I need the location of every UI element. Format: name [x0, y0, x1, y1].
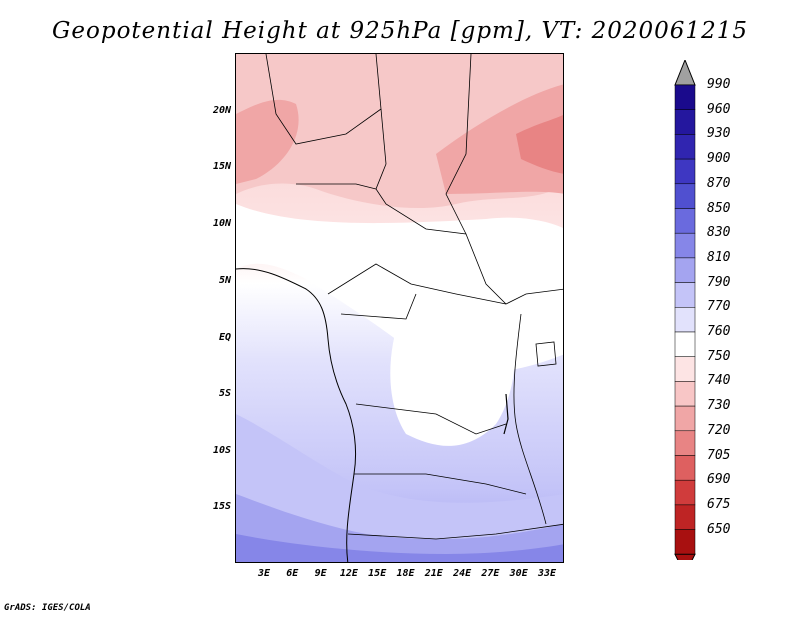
colorbar-level: 720 [707, 422, 731, 438]
map-panel [235, 53, 564, 563]
field-730-east [436, 84, 563, 194]
colorbar-swatch [674, 356, 696, 382]
lon-label: 3E [257, 568, 271, 579]
colorbar-level: 650 [707, 521, 731, 537]
colorbar-swatch [674, 307, 696, 333]
field-760-congo [390, 280, 515, 446]
lat-label: 10N [212, 218, 231, 229]
colorbar-swatch [674, 479, 696, 506]
colorbar-swatch [674, 257, 696, 283]
lat-label: 5S [218, 388, 231, 399]
border-drc-south [355, 403, 507, 435]
lat-label: EQ [218, 332, 231, 343]
colorbar-level: 930 [707, 126, 731, 142]
field-720-east [516, 114, 563, 174]
colorbar-level: 810 [707, 249, 731, 265]
border-nigeria-north [296, 183, 377, 190]
lon-label: 24E [453, 568, 472, 579]
coastline-west [236, 268, 357, 562]
lake-victoria [535, 341, 557, 367]
border-niger [265, 54, 382, 145]
lon-label: 12E [339, 568, 358, 579]
lon-label: 21E [424, 568, 443, 579]
lat-label: 10S [212, 445, 231, 456]
lon-label: 30E [509, 568, 528, 579]
border-east-lakes [513, 313, 547, 525]
border-cameroon-congo [340, 293, 417, 320]
lon-label: 33E [537, 568, 557, 579]
colorbar-swatch [674, 430, 696, 456]
lat-label: 15N [212, 161, 231, 172]
colorbar-level: 690 [707, 472, 731, 488]
colorbar-level: 705 [707, 447, 731, 463]
colorbar-level: 740 [707, 373, 731, 389]
lon-label: 6E [286, 568, 299, 579]
lake-tanganyika [503, 393, 509, 435]
colorbar-level: 750 [707, 348, 731, 364]
colorbar-swatch [674, 455, 696, 481]
lat-label: 20N [212, 105, 231, 116]
colorbar-level: 850 [707, 200, 731, 216]
colorbar-swatch [674, 282, 696, 308]
colorbar-level: 960 [707, 101, 731, 117]
colorbar-swatch [674, 504, 696, 530]
colorbar-swatch [674, 134, 696, 160]
field-810-region [236, 494, 563, 562]
colorbar-level: 870 [707, 175, 731, 191]
colorbar-top-arrow [674, 60, 696, 86]
colorbar-level: 990 [707, 77, 731, 92]
colorbar-swatch [674, 405, 696, 432]
colorbar-level: 790 [707, 274, 731, 290]
lon-label: 9E [314, 568, 327, 579]
border-angola-zambia [354, 473, 527, 495]
colorbar-level: 900 [707, 151, 731, 167]
colorbar-swatch [674, 331, 696, 357]
lon-label: 15E [368, 568, 387, 579]
border-namibia [347, 523, 563, 540]
border-chad-sudan [445, 54, 472, 235]
chart-title: Geopotential Height at 925hPa [gpm], VT:… [52, 18, 748, 44]
border-sudan [375, 108, 563, 305]
footer-credit: GrADS: IGES/COLA [4, 603, 91, 613]
colorbar-swatch [674, 529, 696, 555]
colorbar-swatch [674, 183, 696, 209]
colorbar-swatch [674, 158, 696, 185]
colorbar-bottom-arrow [674, 553, 696, 560]
colorbar-level: 675 [707, 496, 731, 512]
lat-label: 15S [212, 501, 231, 512]
colorbar-level: 730 [707, 398, 731, 414]
lon-label: 27E [481, 568, 500, 579]
border-car [327, 263, 507, 305]
colorbar-level: 770 [707, 299, 731, 315]
geopotential-map [236, 54, 563, 562]
colorbar-level: 760 [707, 324, 731, 339]
field-830-region [236, 534, 563, 562]
colorbar-swatch [674, 381, 696, 407]
colorbar [674, 60, 696, 560]
lat-label: 5N [218, 275, 231, 286]
colorbar-level: 830 [707, 225, 731, 241]
colorbar-swatch [674, 208, 696, 234]
colorbar-swatch [674, 84, 696, 110]
colorbar-swatch [674, 109, 696, 135]
colorbar-swatch [674, 232, 696, 259]
lon-label: 18E [396, 568, 415, 579]
field-730-west [236, 99, 299, 184]
